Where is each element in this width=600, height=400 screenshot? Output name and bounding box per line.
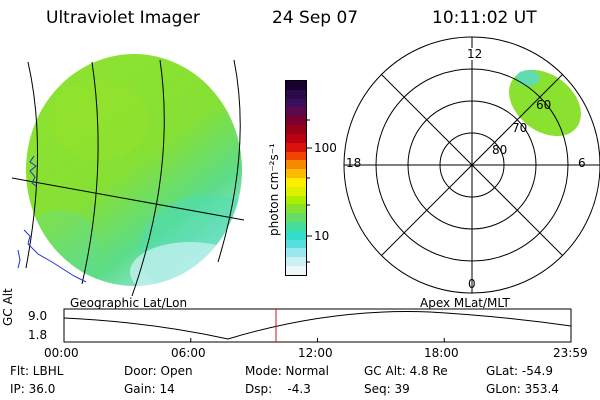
parallel-line [11, 177, 245, 221]
mlt-label-0: 0 [468, 277, 476, 291]
colorbar-segment [286, 169, 306, 178]
date-label: 24 Sep 07 [272, 8, 359, 28]
status-dsp: Dsp: -4.3 [245, 382, 311, 396]
mlt-label-6: 6 [578, 156, 586, 170]
status-gain: Gain: 14 [124, 382, 175, 396]
status-ip: IP: 36.0 [10, 382, 56, 396]
lat-lon-grid [11, 59, 245, 297]
colorbar-segment [286, 133, 306, 143]
status-gc-alt: GC Alt: 4.8 Re [364, 364, 448, 378]
colorbar-segment [286, 257, 306, 267]
mlat-label-70: 70 [512, 121, 528, 135]
status-glon: GLon: 353.4 [486, 382, 559, 396]
meridian-line [217, 59, 241, 263]
mlat-label-60: 60 [536, 98, 552, 112]
time-label: 10:11:02 UT [432, 8, 537, 28]
colorbar-segment [286, 186, 306, 196]
time-tick-0000: 00:00 [44, 346, 79, 360]
colorbar-segment [286, 160, 306, 170]
meridian-line [131, 59, 165, 297]
timeline-axis-label: GC Alt [1, 288, 15, 326]
status-filter: Flt: LBHL [10, 364, 64, 378]
time-tick-1800: 18:00 [424, 346, 459, 360]
coastline [17, 155, 87, 283]
instrument-title: Ultraviolet Imager [46, 8, 200, 28]
polar-grid [343, 36, 600, 294]
colorbar-segment [286, 89, 306, 99]
colorbar-segment [286, 204, 306, 214]
colorbar-tick-10: 10 [314, 229, 330, 243]
colorbar-segment [286, 81, 306, 90]
time-tick-2359: 23:59 [553, 346, 588, 360]
colorbar-segment [286, 195, 306, 205]
colorbar-segment [286, 239, 306, 249]
altitude-curve [63, 311, 572, 340]
colorbar-segment [286, 125, 306, 134]
colorbar-segment [286, 222, 306, 231]
time-ticks [63, 338, 572, 342]
colorbar-segment [286, 116, 306, 126]
timeline-ylabel-max: 9.0 [28, 309, 48, 323]
colorbar-segment [286, 177, 306, 187]
time-tick-1200: 12:00 [298, 346, 333, 360]
timeline-frame [63, 308, 572, 343]
colorbar-tick-100: 100 [314, 141, 337, 155]
left-panel-caption: Geographic Lat/Lon [70, 296, 188, 310]
meridian-line [25, 61, 39, 269]
colorbar-segment [286, 266, 306, 275]
colorbar-segment [286, 98, 306, 108]
right-panel-caption: Apex MLat/MLT [420, 296, 510, 310]
status-mode: Mode: Normal [245, 364, 329, 378]
mlt-label-12: 12 [467, 47, 483, 61]
colorbar [285, 80, 307, 276]
status-glat: GLat: -54.9 [486, 364, 553, 378]
colorbar-segment [286, 213, 306, 222]
colorbar-segment [286, 230, 306, 240]
meridian-line [81, 61, 99, 285]
mlt-label-18: 18 [346, 156, 362, 170]
time-tick-0600: 06:00 [171, 346, 206, 360]
status-seq: Seq: 39 [364, 382, 410, 396]
colorbar-segment [286, 248, 306, 258]
mlat-label-80: 80 [492, 143, 508, 157]
colorbar-segment [286, 107, 306, 117]
timeline-ylabel-min: 1.8 [28, 328, 48, 342]
colorbar-segment [286, 151, 306, 161]
colorbar-segment [286, 142, 306, 152]
status-door: Door: Open [124, 364, 193, 378]
